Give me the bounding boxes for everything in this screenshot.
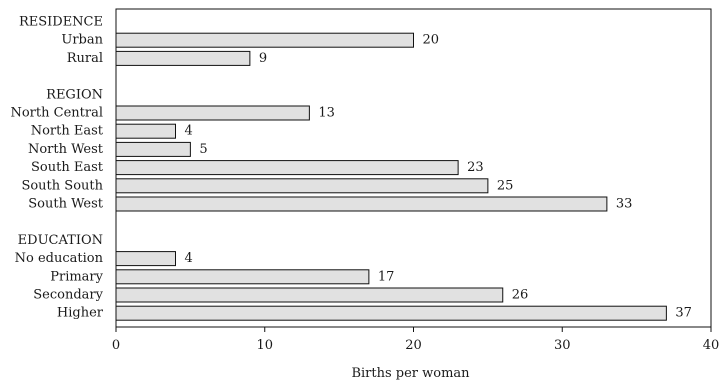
category-label: South South [21,178,103,193]
bar [115,178,489,194]
x-tick-label: 0 [112,338,120,353]
data-label: 4 [185,124,193,139]
bar [115,287,504,303]
group-labels: RESIDENCE REGION EDUCATION [18,15,103,248]
data-label: 37 [675,306,692,321]
x-tick-label: 30 [554,338,571,353]
data-label: 25 [497,178,514,193]
bar [115,269,370,285]
category-label: Higher [57,306,104,321]
category-label: Rural [67,51,103,66]
data-label: 17 [378,269,395,284]
data-label: 23 [467,160,484,175]
category-label: South East [31,160,104,175]
data-label: 33 [616,197,633,212]
x-axis: 0 10 20 30 40 [112,327,719,353]
bar [115,305,667,321]
category-label: No education [15,251,104,266]
x-tick-label: 10 [256,338,273,353]
bar [115,123,176,139]
category-label: South West [28,197,104,212]
bar [115,105,310,121]
category-label: Urban [61,33,103,48]
bar [115,196,608,212]
group-label: EDUCATION [18,233,103,248]
data-label: 4 [185,251,193,266]
x-tick-label: 40 [703,338,720,353]
x-tick-label: 20 [405,338,422,353]
x-axis-title: Births per woman [351,366,470,381]
bar [115,50,251,66]
bar [115,32,414,48]
group-label: RESIDENCE [19,15,103,30]
bar [115,160,459,176]
category-label: Primary [50,269,103,284]
category-label: North West [28,142,104,157]
category-label: Secondary [33,288,103,303]
data-label: 9 [259,51,267,66]
category-label: North East [31,124,104,139]
data-label: 26 [512,288,529,303]
data-label: 20 [423,33,440,48]
bars [115,32,667,321]
data-label: 5 [199,142,207,157]
bar [115,251,176,267]
category-labels: Urban Rural North Central North East North W… [10,33,103,321]
bar [115,141,191,157]
data-label: 13 [318,106,335,121]
category-label: North Central [10,106,103,121]
group-label: REGION [46,87,103,102]
